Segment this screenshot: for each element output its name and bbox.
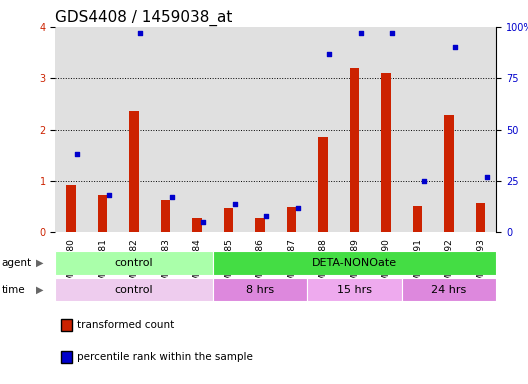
Bar: [370, 27, 402, 232]
Text: control: control: [115, 258, 154, 268]
Bar: [150, 27, 182, 232]
Bar: [213, 251, 496, 275]
Bar: [256, 218, 265, 232]
Bar: [55, 251, 213, 275]
Text: control: control: [115, 285, 154, 295]
Bar: [476, 202, 485, 232]
Point: [419, 178, 428, 184]
Bar: [433, 27, 465, 232]
Bar: [129, 111, 139, 232]
Bar: [465, 27, 496, 232]
Bar: [350, 68, 360, 232]
Bar: [213, 27, 244, 232]
Bar: [307, 27, 339, 232]
Text: ▶: ▶: [36, 258, 43, 268]
Bar: [244, 27, 276, 232]
Bar: [55, 278, 213, 301]
Text: percentile rank within the sample: percentile rank within the sample: [77, 352, 252, 362]
Point: [294, 205, 302, 211]
Bar: [413, 205, 422, 232]
Point: [73, 151, 81, 157]
Text: 15 hrs: 15 hrs: [337, 285, 372, 295]
Text: GDS4408 / 1459038_at: GDS4408 / 1459038_at: [55, 9, 233, 25]
Point: [262, 213, 270, 219]
Bar: [192, 218, 202, 232]
Bar: [55, 27, 87, 232]
Bar: [445, 115, 454, 232]
Text: DETA-NONOate: DETA-NONOate: [312, 258, 397, 268]
Bar: [381, 73, 391, 232]
Bar: [182, 27, 213, 232]
Bar: [402, 278, 496, 301]
Point: [199, 219, 208, 225]
Point: [451, 44, 459, 50]
Point: [356, 30, 365, 36]
Point: [136, 30, 145, 36]
Bar: [287, 207, 296, 232]
Bar: [224, 208, 233, 232]
Bar: [98, 195, 107, 232]
Text: 8 hrs: 8 hrs: [246, 285, 274, 295]
Text: time: time: [2, 285, 25, 295]
Bar: [307, 278, 402, 301]
Bar: [276, 27, 307, 232]
Bar: [161, 200, 171, 232]
Point: [388, 30, 397, 36]
Text: 24 hrs: 24 hrs: [431, 285, 467, 295]
Bar: [213, 278, 307, 301]
Bar: [318, 137, 328, 232]
Bar: [402, 27, 433, 232]
Text: ▶: ▶: [36, 285, 43, 295]
Bar: [339, 27, 370, 232]
Point: [167, 194, 176, 200]
Point: [325, 51, 333, 57]
Bar: [87, 27, 118, 232]
Point: [105, 192, 113, 199]
Point: [483, 174, 491, 180]
Text: transformed count: transformed count: [77, 320, 174, 330]
Bar: [67, 185, 76, 232]
Bar: [118, 27, 150, 232]
Point: [231, 200, 239, 207]
Text: agent: agent: [2, 258, 32, 268]
